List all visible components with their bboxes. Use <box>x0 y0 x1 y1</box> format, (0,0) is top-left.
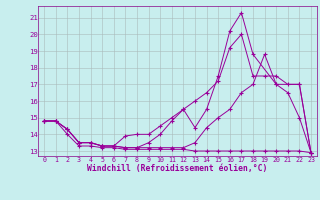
X-axis label: Windchill (Refroidissement éolien,°C): Windchill (Refroidissement éolien,°C) <box>87 164 268 173</box>
